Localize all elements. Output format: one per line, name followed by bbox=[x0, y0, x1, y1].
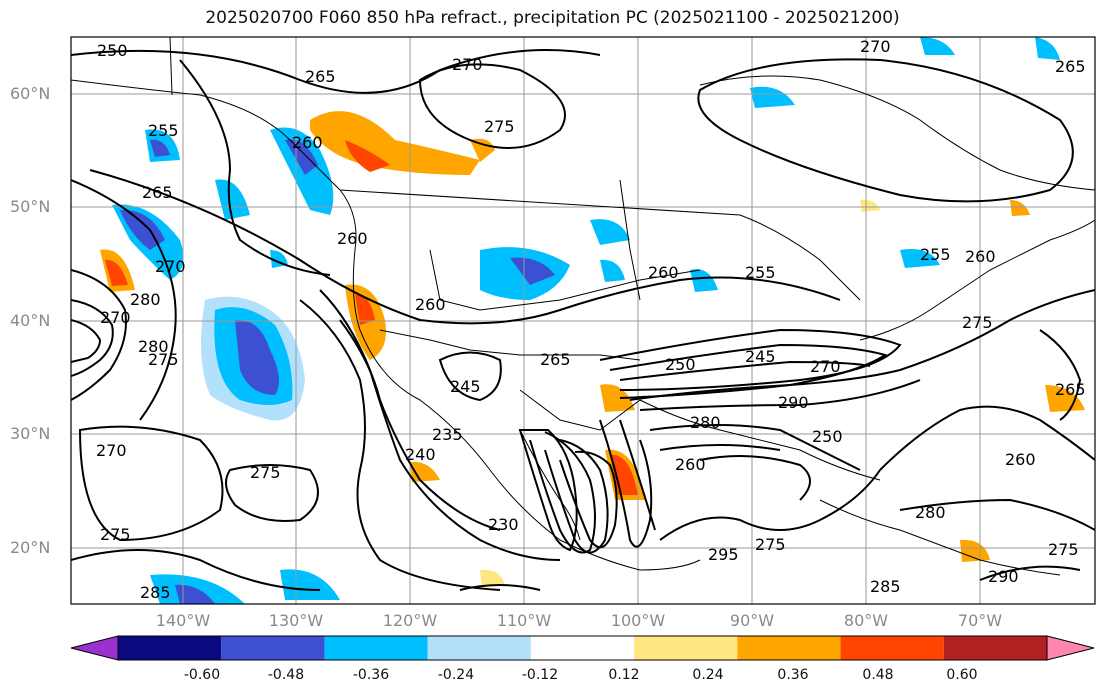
contour-label: 275 bbox=[484, 117, 515, 136]
lat-label-60: 60°N bbox=[10, 84, 51, 103]
contour-label: 290 bbox=[988, 567, 1019, 586]
lat-label-50: 50°N bbox=[10, 197, 51, 216]
contour-label: 275 bbox=[250, 463, 281, 482]
contour-label: 260 bbox=[675, 455, 706, 474]
contour-label: 260 bbox=[337, 229, 368, 248]
colorbar-tick-label: 0.24 bbox=[692, 667, 724, 683]
refractivity-contours bbox=[71, 49, 1095, 591]
contour-label: 275 bbox=[100, 525, 131, 544]
contour-label: 260 bbox=[292, 133, 323, 152]
colorbar-tick-label: 0.60 bbox=[946, 667, 978, 683]
lon-label-130: 130°W bbox=[268, 611, 324, 630]
colorbar-tick-label: 0.12 bbox=[608, 667, 640, 683]
lon-label-110: 110°W bbox=[496, 611, 552, 630]
contour-label: 255 bbox=[148, 121, 179, 140]
contour-label: 295 bbox=[708, 545, 739, 564]
contour-label: 285 bbox=[870, 577, 901, 596]
contour-label: 290 bbox=[778, 393, 809, 412]
colorbar-tick-label: -0.24 bbox=[437, 667, 475, 683]
contour-label: 280 bbox=[130, 290, 161, 309]
contour-label: 270 bbox=[96, 441, 127, 460]
contour-label: 270 bbox=[100, 308, 131, 327]
contour-label: 280 bbox=[915, 503, 946, 522]
contour-label: 275 bbox=[1048, 540, 1079, 559]
contour-label: 270 bbox=[155, 257, 186, 276]
colorbar-tick-label: 0.36 bbox=[777, 667, 809, 683]
contour-label: 275 bbox=[962, 313, 993, 332]
contour-label: 235 bbox=[432, 425, 463, 444]
colorbar-tick-label: -0.60 bbox=[183, 667, 221, 683]
lat-label-40: 40°N bbox=[10, 311, 51, 330]
colorbar-tick-label: -0.36 bbox=[352, 667, 390, 683]
contour-label: 275 bbox=[148, 350, 179, 369]
colorbar bbox=[70, 635, 1095, 661]
contour-label: 255 bbox=[920, 245, 951, 264]
contour-label: 245 bbox=[450, 377, 481, 396]
contour-label: 260 bbox=[965, 247, 996, 266]
colorbar-swatch bbox=[530, 636, 635, 660]
contour-label: 265 bbox=[142, 183, 173, 202]
contour-label: 260 bbox=[648, 263, 679, 282]
lon-label-80: 80°W bbox=[843, 611, 889, 630]
colorbar-swatch bbox=[324, 636, 428, 660]
contour-label: 265 bbox=[540, 350, 571, 369]
colorbar-swatch bbox=[840, 636, 944, 660]
contour-label: 270 bbox=[452, 55, 483, 74]
colorbar-swatch bbox=[737, 636, 841, 660]
contour-label: 240 bbox=[405, 445, 436, 464]
colorbar-swatch bbox=[118, 636, 222, 660]
contour-label: 250 bbox=[665, 355, 696, 374]
lon-label-90: 90°W bbox=[729, 611, 775, 630]
colorbar-swatch bbox=[943, 636, 1047, 660]
contour-label: 265 bbox=[305, 67, 336, 86]
map-title: 2025020700 F060 850 hPa refract., precip… bbox=[205, 8, 900, 28]
contour-label: 250 bbox=[812, 427, 843, 446]
colorbar-swatch bbox=[634, 636, 738, 660]
colorbar-tick-label: -0.48 bbox=[267, 667, 305, 683]
contour-label: 265 bbox=[1055, 380, 1086, 399]
colorbar-extend-low bbox=[70, 635, 119, 661]
lat-label-20: 20°N bbox=[10, 538, 51, 557]
contour-label: 255 bbox=[745, 263, 776, 282]
lon-label-140: 140°W bbox=[155, 611, 211, 630]
contour-label: 260 bbox=[415, 295, 446, 314]
lat-label-30: 30°N bbox=[10, 424, 51, 443]
colorbar-extend-high bbox=[1046, 635, 1095, 661]
contour-label: 275 bbox=[755, 535, 786, 554]
lon-label-70: 70°W bbox=[957, 611, 1003, 630]
contour-label: 250 bbox=[97, 41, 128, 60]
colorbar-tick-label: 0.48 bbox=[862, 667, 894, 683]
contour-label: 285 bbox=[140, 583, 171, 602]
colorbar-tick-label: -0.12 bbox=[521, 667, 559, 683]
contour-label: 280 bbox=[138, 337, 169, 356]
colorbar-swatch bbox=[427, 636, 531, 660]
colorbar-swatch bbox=[221, 636, 325, 660]
contour-labels: 250 265 270 275 270 265 255 260 265 260 … bbox=[96, 37, 1086, 602]
contour-label: 270 bbox=[810, 357, 841, 376]
contour-label: 230 bbox=[488, 515, 519, 534]
contour-label: 245 bbox=[745, 347, 776, 366]
contour-label: 260 bbox=[1005, 450, 1036, 469]
colorbar-frame bbox=[117, 635, 1048, 661]
map-frame bbox=[70, 36, 1096, 605]
lon-label-120: 120°W bbox=[382, 611, 438, 630]
contour-label: 270 bbox=[860, 37, 891, 56]
contour-label: 280 bbox=[690, 413, 721, 432]
contour-label: 265 bbox=[1055, 57, 1086, 76]
lon-label-100: 100°W bbox=[610, 611, 666, 630]
